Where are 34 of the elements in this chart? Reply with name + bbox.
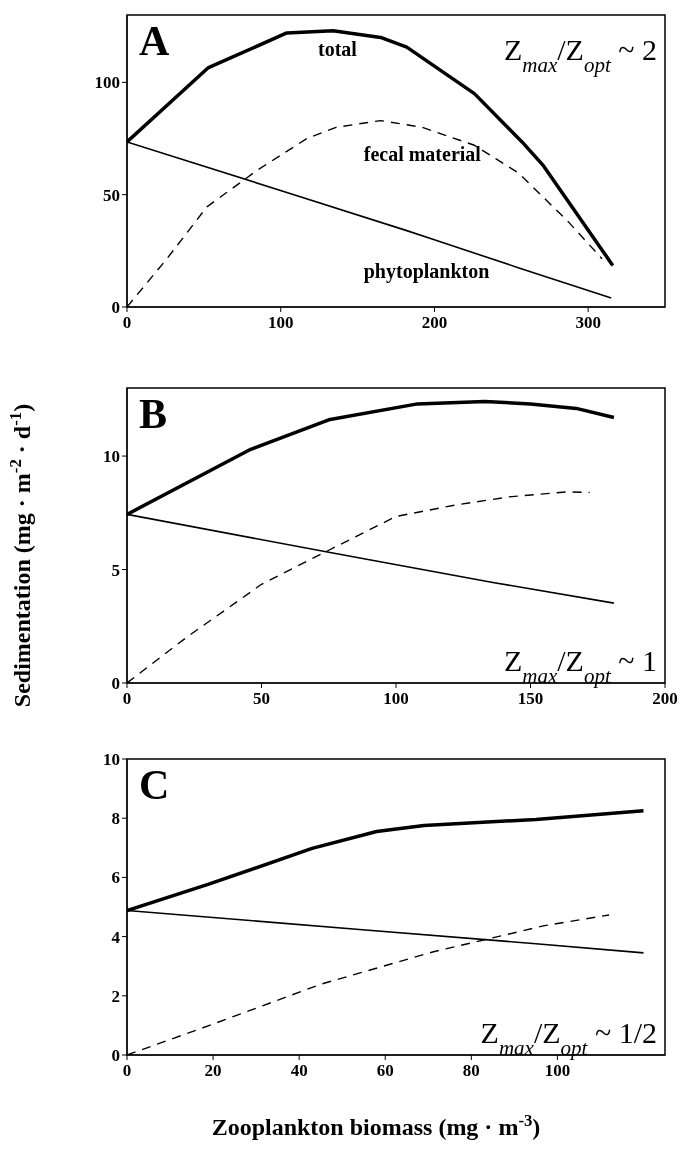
y-tick-label: 4 [111, 927, 121, 947]
series-label: phytoplankton [363, 260, 490, 284]
y-tick-label: 10 [103, 447, 120, 467]
x-tick-label: 200 [421, 313, 448, 333]
y-tick-label: 5 [111, 560, 120, 580]
x-tick-label: 100 [383, 689, 409, 709]
x-tick-label: 100 [544, 1061, 571, 1081]
y-tick-label: 10 [103, 750, 120, 770]
annotation: Z$_{max}$/Z$_{opt}$ ~ 2 [503, 33, 657, 77]
y-tick-label: 8 [111, 809, 120, 829]
annotation: Z$_{max}$/Z$_{opt}$ ~ 1/2 [480, 1016, 657, 1060]
series-label: fecal material [363, 143, 482, 166]
annotation: Z$_{max}$/Z$_{opt}$ ~ 1 [503, 644, 657, 688]
x-tick-label: 60 [376, 1061, 394, 1081]
x-tick-label: 100 [267, 313, 294, 333]
x-tick-label: 40 [290, 1061, 308, 1081]
x-tick-label: 80 [462, 1061, 480, 1081]
x-axis-title: Zooplankton biomass (mg · m$^{-3}$) [211, 1110, 541, 1140]
y-tick-label: 2 [111, 986, 120, 1006]
x-tick-label: 20 [204, 1061, 222, 1081]
y-tick-label: 0 [111, 298, 120, 318]
annotation: B [139, 391, 168, 437]
x-tick-label: 50 [253, 689, 270, 709]
y-tick-label: 50 [103, 185, 120, 205]
annotation: C [139, 762, 170, 808]
x-tick-label: 300 [575, 313, 601, 333]
y-tick-label: 0 [111, 1046, 120, 1066]
y-tick-label: 6 [111, 868, 120, 888]
x-tick-label: 150 [517, 689, 544, 709]
x-tick-label: 200 [652, 689, 678, 709]
y-tick-label: 0 [111, 674, 120, 694]
annotation: A [139, 18, 170, 64]
y-tick-label: 100 [94, 73, 120, 93]
series-label: total [317, 38, 358, 61]
